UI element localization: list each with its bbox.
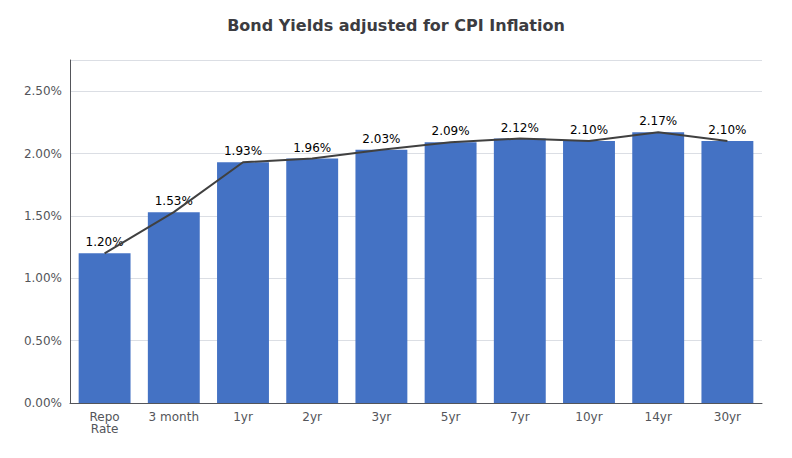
svg-text:30yr: 30yr <box>714 410 741 424</box>
svg-text:Rate: Rate <box>91 422 119 436</box>
svg-text:2.10%: 2.10% <box>570 123 608 137</box>
svg-text:Repo: Repo <box>89 410 120 424</box>
svg-text:1.93%: 1.93% <box>224 144 262 158</box>
svg-text:1.50%: 1.50% <box>24 209 62 223</box>
svg-text:5yr: 5yr <box>441 410 461 424</box>
svg-text:3 month: 3 month <box>149 410 199 424</box>
svg-text:0.50%: 0.50% <box>24 334 62 348</box>
svg-text:0.00%: 0.00% <box>24 396 62 410</box>
svg-text:7yr: 7yr <box>510 410 530 424</box>
svg-text:2.09%: 2.09% <box>432 124 470 138</box>
svg-text:10yr: 10yr <box>575 410 602 424</box>
svg-text:2.50%: 2.50% <box>24 84 62 98</box>
svg-text:2.12%: 2.12% <box>501 121 539 135</box>
svg-text:2yr: 2yr <box>302 410 322 424</box>
svg-text:2.03%: 2.03% <box>362 132 400 146</box>
svg-text:2.10%: 2.10% <box>708 123 746 137</box>
svg-text:2.00%: 2.00% <box>24 147 62 161</box>
svg-text:1.96%: 1.96% <box>293 141 331 155</box>
svg-text:2.17%: 2.17% <box>639 114 677 128</box>
svg-text:Bond Yields adjusted for CPI I: Bond Yields adjusted for CPI Inflation <box>227 16 565 35</box>
svg-text:1.20%: 1.20% <box>86 235 124 249</box>
svg-text:1.53%: 1.53% <box>155 194 193 208</box>
svg-text:14yr: 14yr <box>645 410 672 424</box>
svg-text:3yr: 3yr <box>372 410 392 424</box>
svg-text:1yr: 1yr <box>233 410 253 424</box>
svg-text:1.00%: 1.00% <box>24 271 62 285</box>
